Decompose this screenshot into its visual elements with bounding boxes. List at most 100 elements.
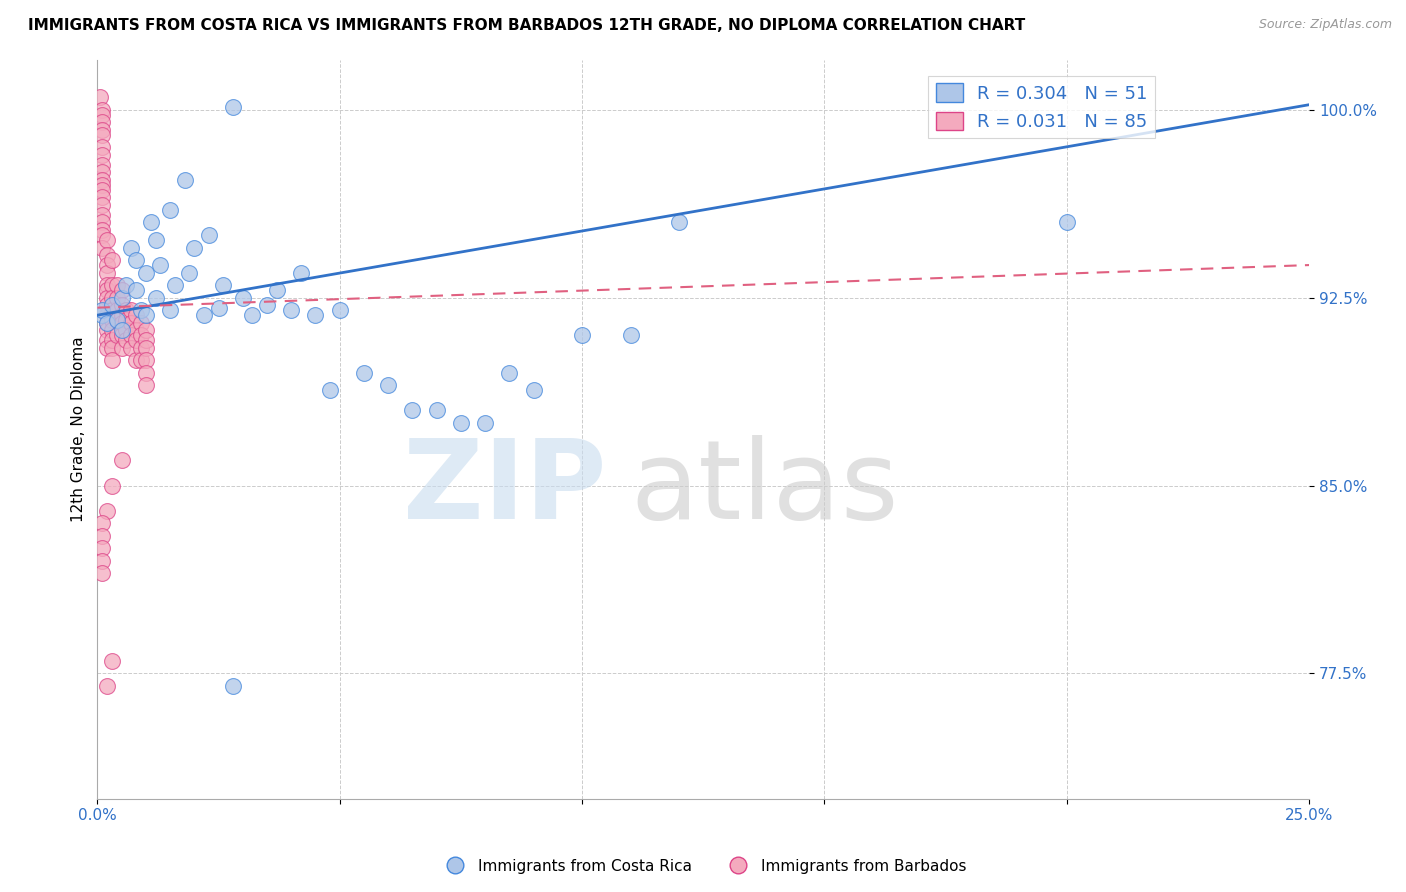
Point xyxy=(91,122,114,136)
Point xyxy=(91,566,114,581)
Point xyxy=(135,378,157,392)
Point xyxy=(110,328,132,343)
Point xyxy=(135,341,157,355)
Point xyxy=(101,333,124,347)
Legend: R = 0.304   N = 51, R = 0.031   N = 85: R = 0.304 N = 51, R = 0.031 N = 85 xyxy=(928,76,1154,138)
Text: atlas: atlas xyxy=(630,434,898,541)
Point xyxy=(91,308,114,322)
Point xyxy=(222,100,245,114)
Point xyxy=(105,313,128,327)
Point xyxy=(96,258,118,272)
Point xyxy=(135,366,157,380)
Point xyxy=(91,208,114,222)
Point xyxy=(96,298,118,312)
Point xyxy=(290,266,312,280)
Point xyxy=(105,291,128,305)
Point xyxy=(129,316,152,330)
Point xyxy=(110,308,132,322)
Point xyxy=(101,323,124,337)
Point xyxy=(110,298,132,312)
Point xyxy=(163,278,186,293)
Point xyxy=(91,198,114,212)
Point xyxy=(135,333,157,347)
Point xyxy=(96,503,118,517)
Point xyxy=(110,316,132,330)
Point xyxy=(668,215,690,229)
Point xyxy=(105,313,128,327)
Point xyxy=(129,353,152,368)
Point xyxy=(91,148,114,162)
Point xyxy=(101,341,124,355)
Point xyxy=(115,313,138,327)
Point xyxy=(96,323,118,337)
Point xyxy=(266,283,288,297)
Point xyxy=(101,278,124,293)
Point xyxy=(474,416,496,430)
Point xyxy=(401,403,423,417)
Point xyxy=(101,478,124,492)
Text: ZIP: ZIP xyxy=(404,434,606,541)
Point xyxy=(173,173,195,187)
Point xyxy=(91,227,114,242)
Point xyxy=(125,323,148,337)
Point xyxy=(135,308,157,322)
Point xyxy=(120,316,142,330)
Point xyxy=(120,240,142,254)
Y-axis label: 12th Grade, No Diploma: 12th Grade, No Diploma xyxy=(72,336,86,522)
Point xyxy=(179,266,201,280)
Point xyxy=(129,328,152,343)
Point xyxy=(125,308,148,322)
Point xyxy=(91,529,114,543)
Point xyxy=(232,291,254,305)
Point xyxy=(96,266,118,280)
Point xyxy=(145,291,167,305)
Point xyxy=(96,341,118,355)
Point xyxy=(1056,215,1078,229)
Point xyxy=(125,253,148,268)
Point xyxy=(183,240,205,254)
Point xyxy=(101,353,124,368)
Point xyxy=(619,328,641,343)
Point xyxy=(498,366,520,380)
Point xyxy=(110,291,132,305)
Point xyxy=(91,140,114,154)
Point xyxy=(91,516,114,530)
Point xyxy=(91,173,114,187)
Point xyxy=(91,215,114,229)
Point xyxy=(96,333,118,347)
Point xyxy=(135,323,157,337)
Point xyxy=(101,298,124,312)
Point xyxy=(101,303,124,318)
Point xyxy=(135,266,157,280)
Point xyxy=(125,283,148,297)
Point xyxy=(125,353,148,368)
Point xyxy=(96,233,118,247)
Point xyxy=(222,679,245,693)
Point xyxy=(426,403,449,417)
Point xyxy=(198,227,221,242)
Point xyxy=(91,108,114,122)
Point xyxy=(353,366,375,380)
Point xyxy=(139,215,162,229)
Point xyxy=(159,303,181,318)
Legend: Immigrants from Costa Rica, Immigrants from Barbados: Immigrants from Costa Rica, Immigrants f… xyxy=(433,853,973,880)
Point xyxy=(105,328,128,343)
Point xyxy=(125,333,148,347)
Point xyxy=(207,301,229,315)
Point xyxy=(329,303,352,318)
Point xyxy=(91,303,114,318)
Point xyxy=(129,303,152,318)
Point xyxy=(96,291,118,305)
Point xyxy=(101,291,124,305)
Point xyxy=(110,341,132,355)
Point xyxy=(105,278,128,293)
Point xyxy=(145,233,167,247)
Point xyxy=(115,323,138,337)
Point xyxy=(193,308,215,322)
Point xyxy=(101,313,124,327)
Point xyxy=(256,298,278,312)
Point xyxy=(450,416,472,430)
Point xyxy=(96,316,118,330)
Text: IMMIGRANTS FROM COSTA RICA VS IMMIGRANTS FROM BARBADOS 12TH GRADE, NO DIPLOMA CO: IMMIGRANTS FROM COSTA RICA VS IMMIGRANTS… xyxy=(28,18,1025,33)
Point xyxy=(101,654,124,668)
